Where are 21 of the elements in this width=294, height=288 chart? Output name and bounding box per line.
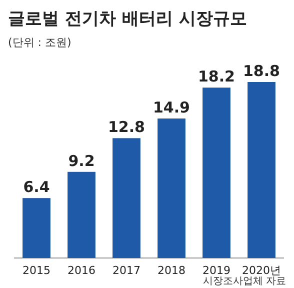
bar bbox=[202, 88, 230, 258]
chart-title: 글로벌 전기차 배터리 시장규모 bbox=[8, 9, 247, 29]
data-label: 6.4 bbox=[23, 178, 50, 196]
x-tick-label: 2020년 bbox=[242, 264, 281, 277]
bar bbox=[158, 118, 186, 258]
data-label: 18.2 bbox=[198, 68, 236, 86]
x-tick-label: 2017 bbox=[112, 264, 140, 277]
data-label: 14.9 bbox=[152, 98, 190, 117]
x-tick-label: 2018 bbox=[158, 264, 186, 277]
bar bbox=[22, 198, 50, 258]
x-tick-label: 2016 bbox=[68, 264, 96, 277]
bar bbox=[68, 172, 96, 258]
data-label: 12.8 bbox=[108, 118, 146, 136]
text: 시장조사업체 자료 bbox=[202, 276, 286, 287]
bar bbox=[112, 138, 140, 258]
x-tick-label: 2015 bbox=[22, 264, 50, 277]
data-label: 18.8 bbox=[242, 62, 280, 80]
chart-subtitle: (단위 : 조원) bbox=[8, 36, 72, 49]
x-tick-label: 2019 bbox=[202, 264, 230, 277]
data-label: 9.2 bbox=[68, 152, 95, 170]
bar bbox=[248, 82, 276, 258]
